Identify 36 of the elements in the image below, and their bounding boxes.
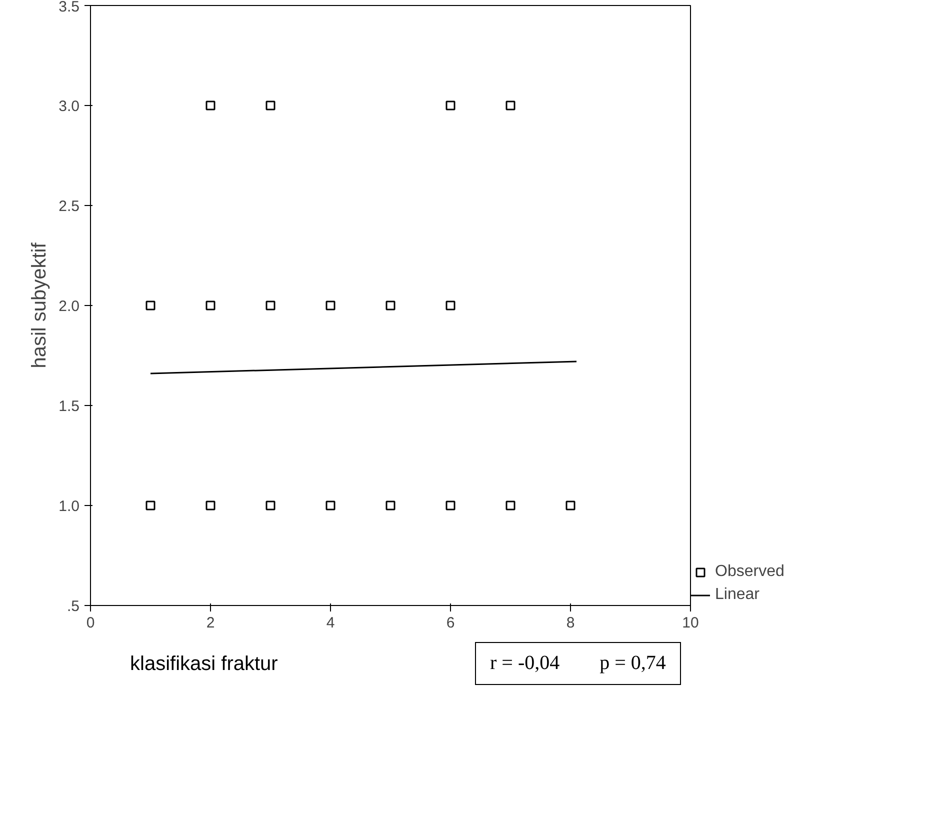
point bbox=[386, 300, 396, 310]
point bbox=[566, 500, 576, 510]
y-tick-label: 3.5 bbox=[58, 0, 80, 16]
x-tick-label: 2 bbox=[206, 614, 215, 632]
point bbox=[386, 500, 396, 510]
point bbox=[266, 300, 276, 310]
x-axis-title: klasifikasi fraktur bbox=[130, 652, 278, 677]
point bbox=[446, 500, 456, 510]
point bbox=[326, 500, 336, 510]
y-tick-label: 2.0 bbox=[58, 298, 80, 315]
point bbox=[266, 100, 276, 110]
y-tick-label: 2.5 bbox=[58, 198, 80, 215]
point bbox=[506, 100, 516, 110]
legend-label: Linear bbox=[715, 586, 760, 604]
x-tick-label: 6 bbox=[446, 614, 455, 632]
point bbox=[206, 300, 216, 310]
point bbox=[206, 500, 216, 510]
point bbox=[446, 100, 456, 110]
legend-label: Observed bbox=[715, 563, 784, 581]
x-tick-label: 10 bbox=[682, 614, 699, 632]
y-axis-title: hasil subyektif bbox=[28, 242, 51, 368]
y-tick-label: 1.5 bbox=[58, 398, 80, 415]
point bbox=[446, 300, 456, 310]
point bbox=[146, 500, 156, 510]
x-tick-label: 8 bbox=[566, 614, 575, 632]
x-tick-label: 4 bbox=[326, 614, 335, 632]
point bbox=[206, 100, 216, 110]
x-tick-label: 0 bbox=[86, 614, 95, 632]
point bbox=[146, 300, 156, 310]
point bbox=[266, 500, 276, 510]
y-tick-label: 1.0 bbox=[58, 498, 80, 515]
y-tick-label: .5 bbox=[66, 598, 80, 615]
point bbox=[326, 300, 336, 310]
text: r = -0,04 p = 0,74 bbox=[490, 651, 666, 676]
y-tick-label: 3.0 bbox=[58, 98, 80, 115]
point bbox=[506, 500, 516, 510]
